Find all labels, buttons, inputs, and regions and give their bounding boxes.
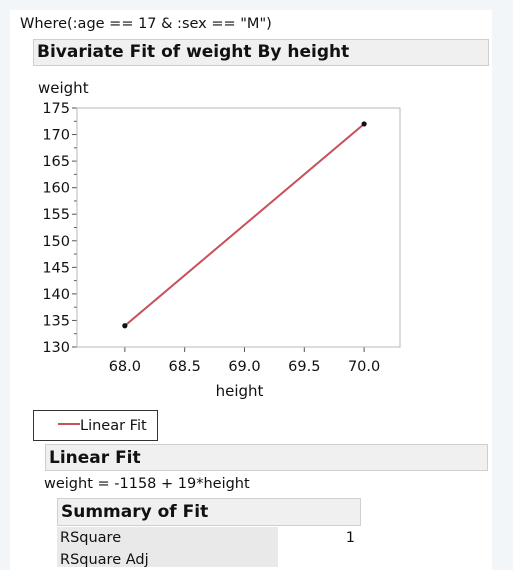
- x-tick-label: 68.5: [169, 359, 201, 375]
- summary-row-label: RSquare Adj: [60, 552, 149, 568]
- fit-legend[interactable]: Linear Fit: [33, 410, 158, 441]
- y-tick-label: 165: [42, 154, 70, 170]
- y-axis: 130 135 140 145 150 155 160 165 170 175: [42, 101, 77, 356]
- data-point: [361, 121, 367, 127]
- legend-label: Linear Fit: [80, 418, 147, 434]
- y-axis-label: weight: [38, 79, 89, 97]
- report-panel: [10, 10, 492, 570]
- bivariate-fit-header[interactable]: Bivariate Fit of weight By height: [33, 39, 489, 66]
- y-tick-label: 170: [42, 128, 70, 144]
- y-tick-label: 160: [42, 181, 70, 197]
- y-tick-label: 150: [42, 234, 70, 250]
- plot-marks: [122, 121, 367, 329]
- summary-row-value: 1: [345, 530, 355, 546]
- where-clause: Where(:age == 17 & :sex == "M"): [20, 16, 272, 32]
- y-tick-label: 140: [42, 287, 70, 303]
- y-tick-label: 135: [42, 313, 70, 329]
- y-tick-label: 130: [42, 340, 70, 356]
- linear-fit-line: [124, 123, 365, 327]
- legend-swatch: [58, 423, 80, 425]
- x-tick-label: 69.0: [228, 359, 260, 375]
- y-tick-label: 145: [42, 260, 70, 276]
- x-tick-label: 69.5: [288, 359, 320, 375]
- linear-fit-header[interactable]: Linear Fit: [45, 444, 488, 471]
- y-tick-label: 155: [42, 207, 70, 223]
- x-axis: 68.0 68.5 69.0 69.5 70.0: [109, 347, 380, 375]
- x-tick-label: 70.0: [348, 359, 380, 375]
- x-axis-label: height: [216, 382, 264, 400]
- summary-of-fit-header[interactable]: Summary of Fit: [57, 498, 361, 526]
- data-point: [122, 323, 128, 329]
- fit-equation: weight = -1158 + 19*height: [44, 476, 250, 492]
- summary-label-column: [57, 527, 278, 567]
- plot-frame: [76, 107, 401, 348]
- summary-row-label: RSquare: [60, 530, 122, 546]
- x-tick-label: 68.0: [109, 359, 141, 375]
- y-tick-label: 175: [42, 101, 70, 117]
